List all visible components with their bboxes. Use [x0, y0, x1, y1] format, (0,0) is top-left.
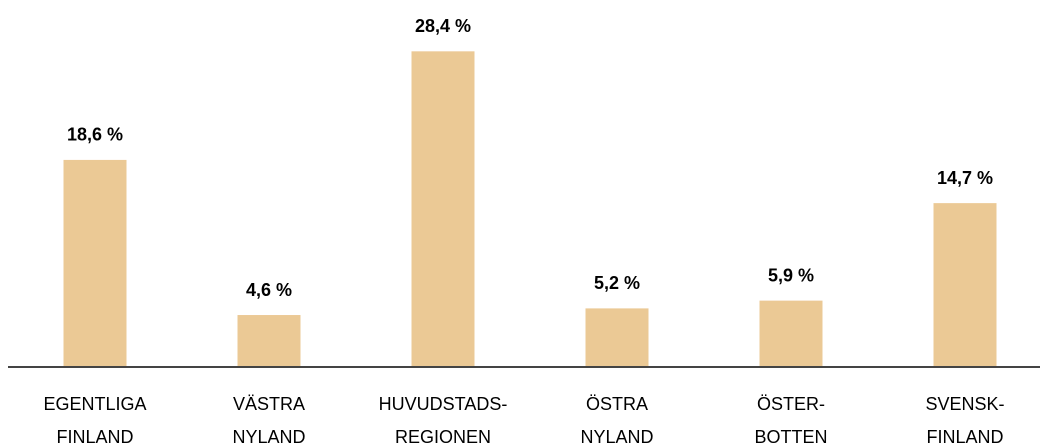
x-tick-label: FINLAND — [56, 427, 133, 445]
value-label: 5,9 % — [768, 265, 814, 285]
value-label: 18,6 % — [67, 125, 123, 145]
value-label: 4,6 % — [246, 280, 292, 300]
x-tick-label: NYLAND — [580, 427, 653, 445]
bar — [585, 308, 649, 366]
value-label: 14,7 % — [937, 168, 993, 188]
x-tick-label: ÖSTER- — [757, 394, 825, 414]
x-tick-label: SVENSK- — [925, 394, 1004, 414]
bar — [933, 203, 997, 366]
x-tick-label: EGENTLIGA — [43, 394, 146, 414]
bar — [411, 51, 475, 366]
x-tick-label: NYLAND — [232, 427, 305, 445]
bar — [63, 159, 127, 366]
x-tick-label: VÄSTRA — [233, 394, 305, 414]
x-tick-label: REGIONEN — [395, 427, 491, 445]
x-tick-label: ÖSTRA — [586, 394, 648, 414]
x-tick-label: BOTTEN — [754, 427, 827, 445]
bar — [237, 315, 301, 366]
bar — [759, 300, 823, 366]
x-tick-label: HUVUDSTADS- — [379, 394, 508, 414]
value-label: 5,2 % — [594, 273, 640, 293]
x-tick-label: FINLAND — [926, 427, 1003, 445]
value-label: 28,4 % — [415, 16, 471, 36]
